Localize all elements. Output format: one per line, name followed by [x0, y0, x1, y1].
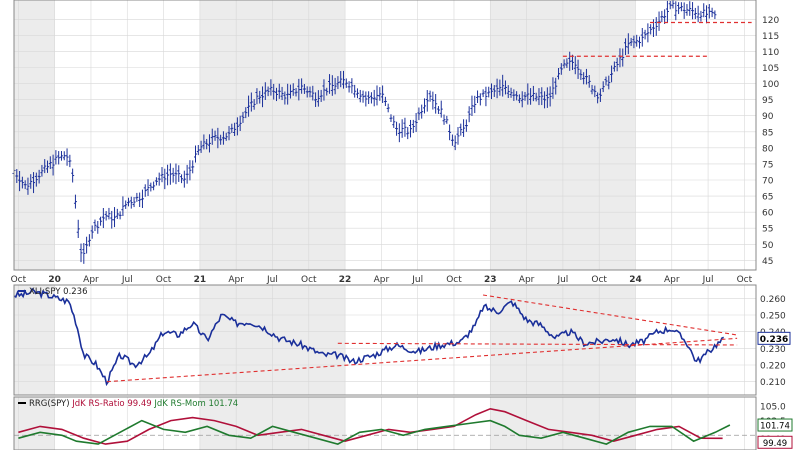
year-band [14, 0, 55, 270]
x-tick-label: 23 [484, 275, 497, 285]
x-tick-label: Jul [702, 275, 714, 285]
ratio-tick-label: 0.250 [760, 312, 786, 322]
price-tick-label: 60 [762, 209, 774, 219]
ratio-legend-label: XLI:SPY 0.236 [29, 287, 88, 297]
price-tick-label: 105 [762, 64, 779, 74]
x-tick-label: Apr [83, 275, 99, 285]
x-axis: Oct 20 Apr Jul Oct 21 Apr Jul Oct 22 Apr Jul Oct 23 Ap… [11, 275, 753, 285]
ratio-tick-label: 0.220 [760, 362, 786, 372]
x-tick-label: Jul [556, 275, 568, 285]
price-tick-label: 80 [762, 144, 774, 154]
price-tick-label: 120 [762, 16, 779, 26]
price-tick-label: 50 [762, 241, 774, 251]
x-tick-label: 24 [629, 275, 642, 285]
x-tick-label: Apr [519, 275, 535, 285]
price-tick-label: 55 [762, 225, 773, 235]
price-tick-label: 100 [762, 80, 779, 90]
x-tick-label: Jul [121, 275, 133, 285]
ohlc-bars [12, 0, 717, 264]
x-tick-label: 21 [194, 275, 207, 285]
x-tick-label: Oct [737, 275, 753, 285]
rrg-last-value-box [757, 435, 793, 449]
trend-line [106, 337, 738, 383]
rrg-panel-frame [13, 396, 757, 450]
year-band [14, 285, 55, 395]
price-tick-label: 70 [762, 177, 774, 187]
ratio-tick-label: 0.210 [760, 378, 786, 388]
price-panel-frame [13, 0, 757, 271]
rrg-last-value: 101.74 [760, 422, 790, 432]
rs-ratio-line [18, 407, 723, 445]
ratio-tick-label: 0.260 [760, 295, 786, 305]
x-tick-label: Jul [411, 275, 423, 285]
x-tick-label: Jul [266, 275, 278, 285]
price-tick-label: 90 [762, 112, 774, 122]
x-tick-label: Oct [11, 275, 27, 285]
trend-line [337, 342, 738, 346]
price-tick-label: 95 [762, 96, 773, 106]
ratio-last-value: 0.236 [760, 335, 788, 345]
x-tick-label: Apr [228, 275, 244, 285]
ratio-last-value-box [757, 331, 791, 345]
price-tick-label: 85 [762, 128, 773, 138]
year-band [14, 397, 55, 450]
price-tick-label: 45 [762, 257, 773, 267]
price-tick-label: 110 [762, 48, 779, 58]
price-tick-label: 65 [762, 193, 773, 203]
ratio-line [13, 287, 724, 387]
x-tick-label: Oct [156, 275, 172, 285]
rrg-last-value-box [757, 418, 793, 432]
rrg-panel: 105.0102.599.49RRG(SPY) JdK RS-Ratio 99.… [13, 396, 793, 450]
price-panel: 45 50 55 60 65 70 75 80 85 90 95 100 105 110 115 120 [12, 0, 779, 271]
rs-mom-line [18, 419, 731, 445]
price-tick-label: 75 [762, 160, 773, 170]
rrg-last-value: 99.49 [763, 439, 787, 449]
x-tick-label: 22 [339, 275, 352, 285]
rrg-tick-label: 105.0 [760, 402, 786, 412]
ratio-panel-frame [13, 284, 757, 396]
x-tick-label: Oct [301, 275, 317, 285]
x-tick-label: 20 [48, 275, 61, 285]
price-tick-label: 115 [762, 32, 779, 42]
rrg-legend-label: RRG(SPY) JdK RS-Ratio 99.49 JdK RS-Mom 1… [29, 399, 238, 409]
x-tick-label: Apr [664, 275, 680, 285]
x-tick-label: Oct [446, 275, 462, 285]
trend-line [482, 294, 738, 336]
x-tick-label: Oct [591, 275, 607, 285]
x-tick-label: Apr [374, 275, 390, 285]
ratio-tick-label: 0.230 [760, 345, 786, 355]
